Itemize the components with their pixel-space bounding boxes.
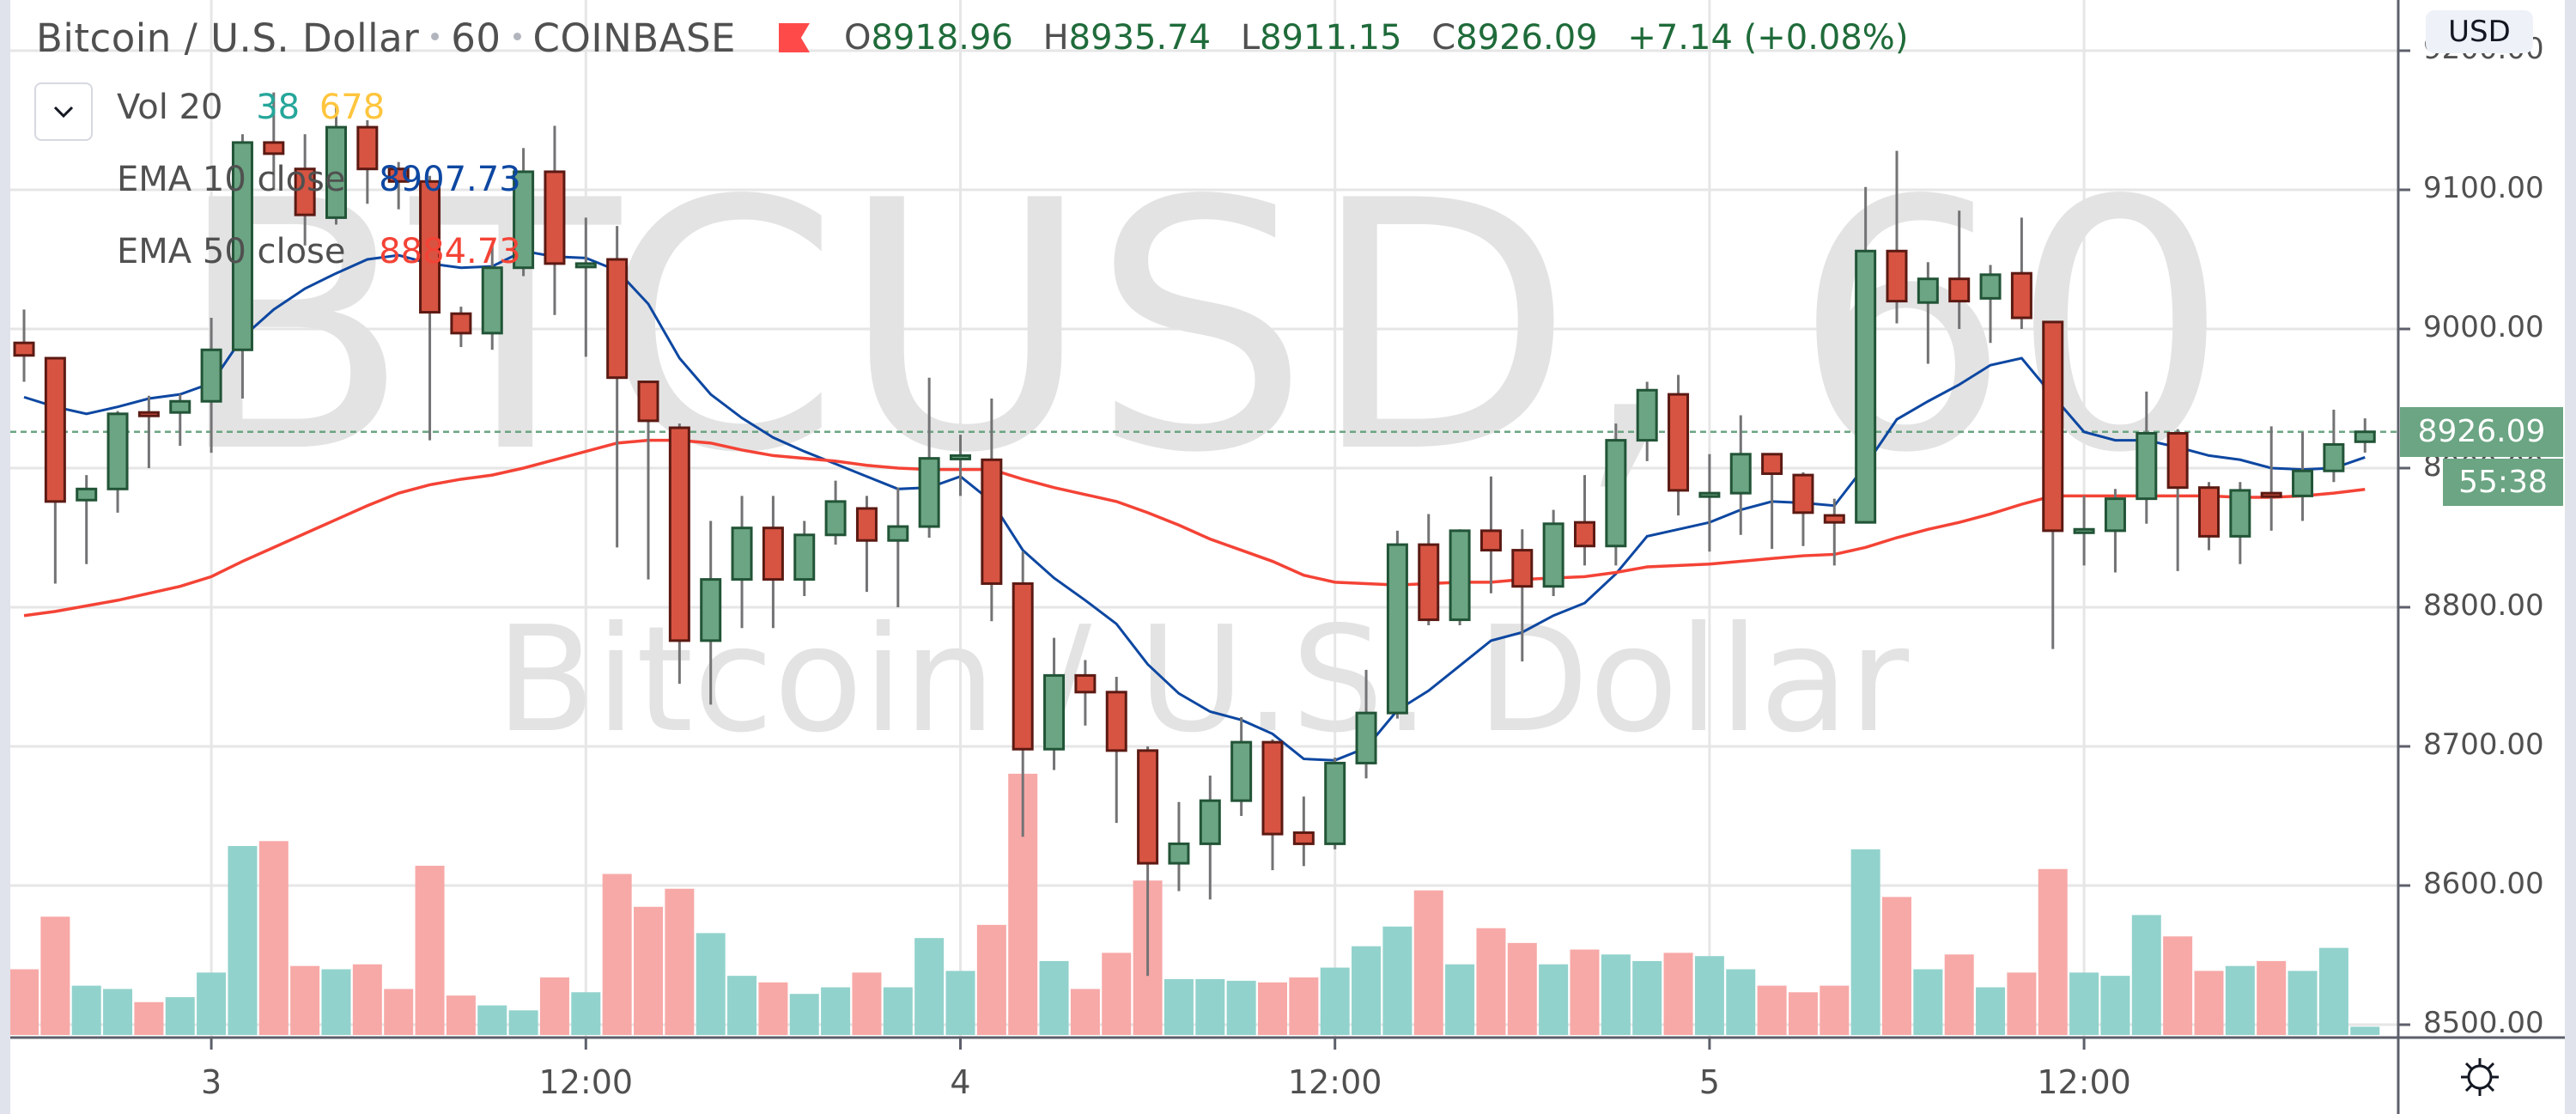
time-tick-label: 5 <box>1698 1063 1720 1101</box>
gear-icon[interactable] <box>2458 1055 2502 1099</box>
symbol-name[interactable]: Bitcoin / U.S. Dollar <box>36 15 420 61</box>
ema50-line <box>23 438 2366 618</box>
separator-dot <box>513 32 521 40</box>
right-panel-edge <box>2565 0 2576 1114</box>
currency-badge[interactable]: USD <box>2426 10 2533 53</box>
ohlc-high: H8935.74 <box>1042 18 1212 58</box>
last-price-label: 8926.09 <box>2400 406 2563 457</box>
time-tick-label: 12:00 <box>1287 1063 1382 1101</box>
volume-value: 38 <box>256 88 301 127</box>
chevron-down-icon <box>53 106 74 119</box>
legend-collapse-button[interactable] <box>34 82 93 141</box>
price-tick-label: 8500.00 <box>2423 1006 2544 1040</box>
bar-countdown-label: 55:38 <box>2443 458 2563 506</box>
legend-ema10[interactable]: EMA 10 close 8907.73 <box>117 160 521 199</box>
ema50-value: 8884.73 <box>379 232 521 271</box>
ohlc-close: C8926.09 <box>1431 18 1598 58</box>
svg-text:Bitcoin / U.S. Dollar: Bitcoin / U.S. Dollar <box>495 595 1909 765</box>
interval-label[interactable]: 60 <box>451 15 501 61</box>
ohlc-open: O8918.96 <box>843 18 1013 58</box>
symbol-header: Bitcoin / U.S. Dollar 60 COINBASE O8918.… <box>36 12 1927 64</box>
price-tick-label: 9100.00 <box>2423 171 2544 205</box>
time-tick-label: 12:00 <box>538 1063 634 1101</box>
time-tick-label: 12:00 <box>2037 1063 2131 1101</box>
ohlc-change: +7.14 (+0.08%) <box>1627 18 1909 58</box>
price-tick-label: 8700.00 <box>2423 727 2544 762</box>
time-tick-label: 3 <box>201 1063 222 1101</box>
ohlc-values: O8918.96 H8935.74 L8911.15 C8926.09 +7.1… <box>844 18 1927 58</box>
price-tick-label: 8600.00 <box>2423 867 2544 901</box>
exchange-label: COINBASE <box>532 15 736 61</box>
volume-ma-value: 678 <box>319 88 386 127</box>
price-tick-label: 8800.00 <box>2423 588 2544 623</box>
flag-icon[interactable] <box>778 23 810 52</box>
volume-bars <box>9 773 2380 1035</box>
ema10-value: 8907.73 <box>379 160 521 199</box>
separator-dot <box>431 32 440 40</box>
ema10-line <box>23 249 2366 762</box>
time-tick-label: 4 <box>950 1063 971 1101</box>
left-panel-edge <box>0 0 10 1114</box>
ohlc-low: L8911.15 <box>1240 18 1402 58</box>
legend-volume[interactable]: Vol 20 38 678 <box>117 88 386 127</box>
candles <box>13 92 2376 977</box>
legend-ema50[interactable]: EMA 50 close 8884.73 <box>117 232 521 271</box>
price-tick-label: 9000.00 <box>2423 310 2544 344</box>
